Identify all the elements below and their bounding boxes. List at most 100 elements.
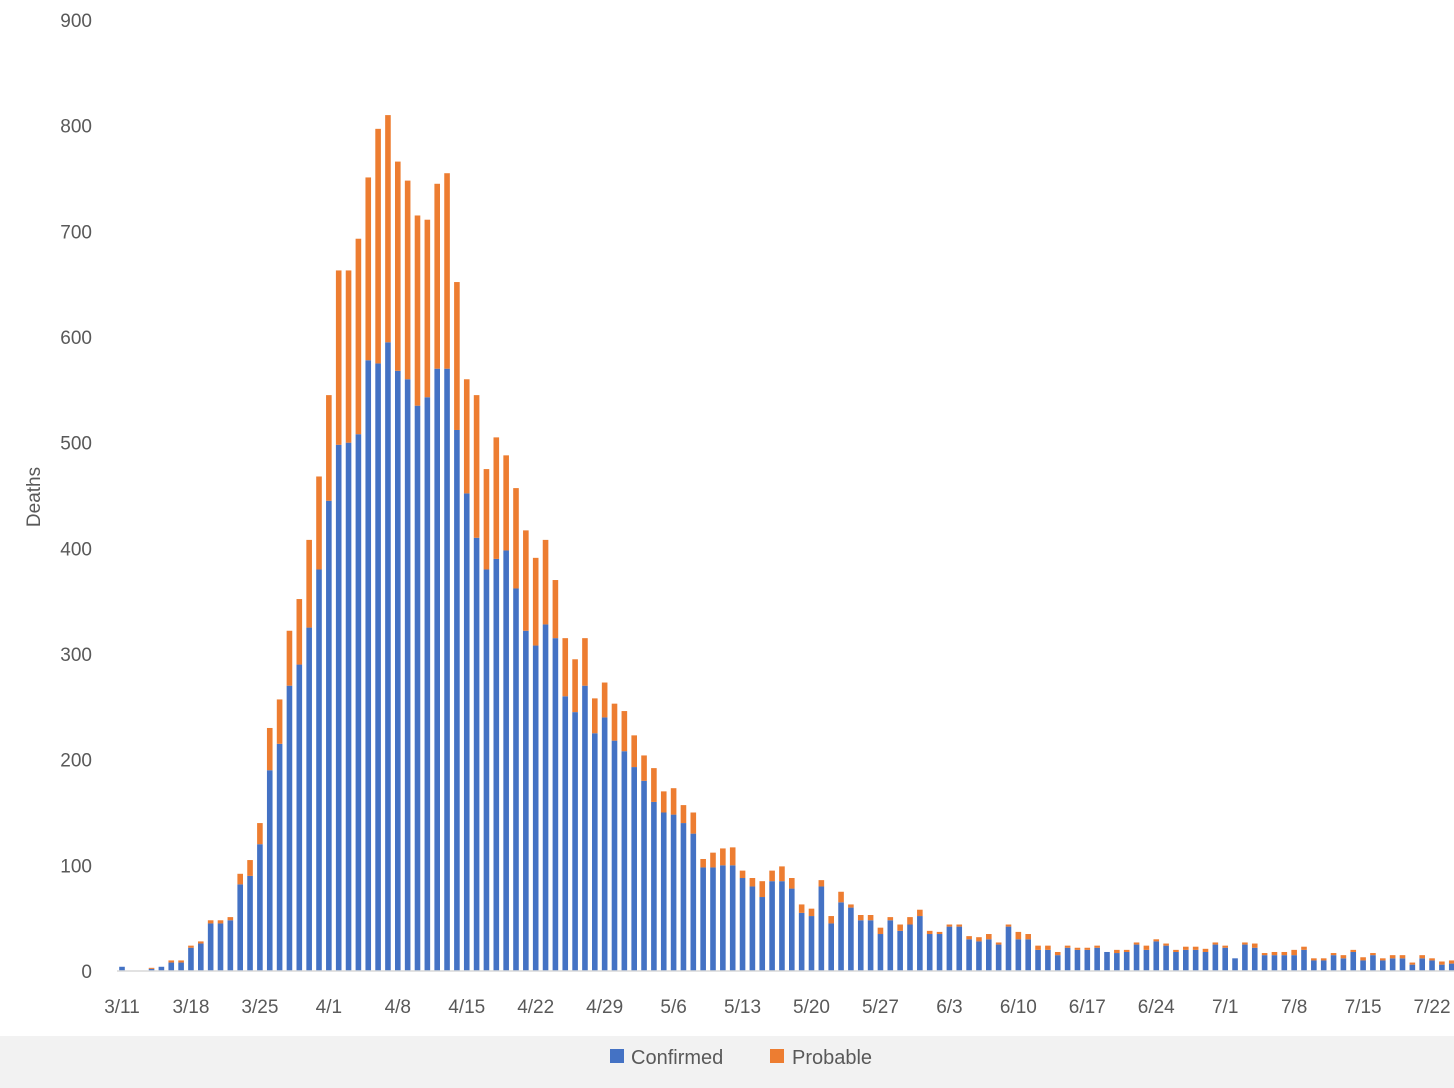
bar-confirmed bbox=[266, 770, 273, 971]
bar-probable bbox=[355, 238, 362, 435]
bar-confirmed bbox=[1439, 964, 1445, 971]
x-tick-label: 4/1 bbox=[316, 997, 342, 1018]
bar-confirmed bbox=[168, 962, 175, 971]
bar-confirmed bbox=[700, 867, 706, 971]
bar-confirmed bbox=[1192, 949, 1199, 971]
bar-confirmed bbox=[404, 379, 411, 971]
bar-confirmed bbox=[1133, 944, 1140, 971]
bar-probable bbox=[1340, 955, 1347, 959]
bar-confirmed bbox=[779, 881, 785, 971]
bar-confirmed bbox=[828, 923, 834, 971]
bar-confirmed bbox=[119, 966, 125, 971]
bar-confirmed bbox=[798, 912, 805, 971]
bar-probable bbox=[1192, 946, 1199, 950]
y-tick-label: 800 bbox=[60, 117, 92, 138]
x-tick-label: 7/15 bbox=[1345, 997, 1382, 1018]
bar-confirmed bbox=[1094, 947, 1100, 971]
bar-probable bbox=[1133, 942, 1140, 945]
bar-confirmed bbox=[838, 902, 844, 971]
bar-confirmed bbox=[188, 947, 194, 971]
bar-probable bbox=[257, 823, 263, 845]
bar-probable bbox=[739, 870, 746, 879]
bar-probable bbox=[1074, 947, 1081, 950]
bar-confirmed bbox=[946, 926, 953, 971]
bar-probable bbox=[877, 927, 884, 935]
bar-probable bbox=[641, 755, 647, 781]
bar-confirmed bbox=[867, 920, 874, 971]
bar-probable bbox=[1163, 943, 1169, 946]
bar-probable bbox=[572, 659, 578, 713]
bar-confirmed bbox=[749, 886, 756, 971]
bar-probable bbox=[1350, 949, 1357, 952]
y-axis-ticks: 0 100 200 300 400 500 600 700 800 900 bbox=[60, 11, 92, 983]
x-tick-label: 3/18 bbox=[172, 997, 209, 1018]
x-tick-label: 3/25 bbox=[241, 997, 278, 1018]
x-tick-label: 7/8 bbox=[1281, 997, 1307, 1018]
bar-probable bbox=[1389, 955, 1396, 959]
bar-confirmed bbox=[335, 444, 342, 971]
bar-confirmed bbox=[1242, 944, 1248, 971]
bar-confirmed bbox=[887, 920, 894, 971]
bar-probable bbox=[168, 960, 175, 963]
x-tick-label: 5/20 bbox=[793, 997, 830, 1018]
bar-probable bbox=[483, 469, 490, 570]
bar-probable bbox=[1429, 958, 1435, 961]
bar-confirmed bbox=[660, 812, 667, 971]
bar-probable bbox=[690, 812, 697, 834]
bar-probable bbox=[1143, 945, 1150, 950]
bar-confirmed bbox=[326, 500, 332, 971]
bar-confirmed bbox=[1183, 949, 1189, 971]
bar-confirmed bbox=[710, 867, 716, 971]
bar-confirmed bbox=[385, 342, 391, 971]
bar-probable bbox=[867, 915, 874, 921]
bar-confirmed bbox=[1409, 964, 1416, 971]
bar-probable bbox=[838, 891, 844, 903]
x-tick-label: 6/10 bbox=[1000, 997, 1037, 1018]
bar-probable bbox=[1114, 949, 1120, 954]
bar-confirmed bbox=[158, 966, 165, 971]
bar-confirmed bbox=[355, 434, 362, 972]
bar-probable bbox=[710, 852, 716, 868]
bar-confirmed bbox=[680, 823, 687, 971]
bar-probable bbox=[1261, 953, 1268, 956]
bar-confirmed bbox=[1114, 953, 1120, 971]
bar-confirmed bbox=[621, 751, 628, 971]
bar-confirmed bbox=[148, 968, 155, 971]
bar-probable bbox=[670, 788, 677, 815]
bar-probable bbox=[335, 270, 342, 445]
bar-probable bbox=[1399, 955, 1406, 959]
bar-probable bbox=[237, 873, 243, 885]
bar-confirmed bbox=[897, 930, 903, 971]
bar-confirmed bbox=[523, 630, 529, 971]
y-tick-label: 900 bbox=[60, 11, 92, 32]
bar-confirmed bbox=[966, 939, 972, 971]
bar-confirmed bbox=[1202, 951, 1209, 971]
bar-confirmed bbox=[296, 664, 303, 971]
bar-confirmed bbox=[1350, 951, 1357, 971]
bar-confirmed bbox=[759, 897, 766, 971]
bar-confirmed bbox=[808, 916, 815, 971]
bar-probable bbox=[227, 917, 234, 921]
bar-probable bbox=[651, 768, 657, 802]
bar-probable bbox=[532, 557, 539, 646]
bar-probable bbox=[562, 638, 569, 697]
bar-probable bbox=[976, 937, 982, 942]
bar-confirmed bbox=[1104, 951, 1110, 971]
x-tick-label: 7/1 bbox=[1212, 997, 1238, 1018]
bar-confirmed bbox=[592, 733, 598, 971]
bar-confirmed bbox=[473, 537, 480, 971]
bar-probable bbox=[749, 878, 756, 887]
bar-confirmed bbox=[995, 944, 1002, 971]
bar-confirmed bbox=[1064, 947, 1071, 971]
bar-probable bbox=[276, 699, 283, 744]
bar-confirmed bbox=[257, 844, 263, 971]
y-tick-label: 0 bbox=[81, 962, 92, 983]
bar-confirmed bbox=[1448, 963, 1454, 971]
bar-probable bbox=[1202, 948, 1209, 952]
y-axis-label: Deaths bbox=[24, 467, 45, 527]
x-axis-ticks: 3/11 3/18 3/25 4/1 4/8 4/15 4/22 4/29 5/6 5/13 5/2… bbox=[104, 997, 1450, 1018]
bar-probable bbox=[798, 904, 805, 913]
bar-confirmed bbox=[1419, 958, 1425, 971]
bar-probable bbox=[1311, 958, 1317, 961]
bar-confirmed bbox=[286, 685, 293, 971]
